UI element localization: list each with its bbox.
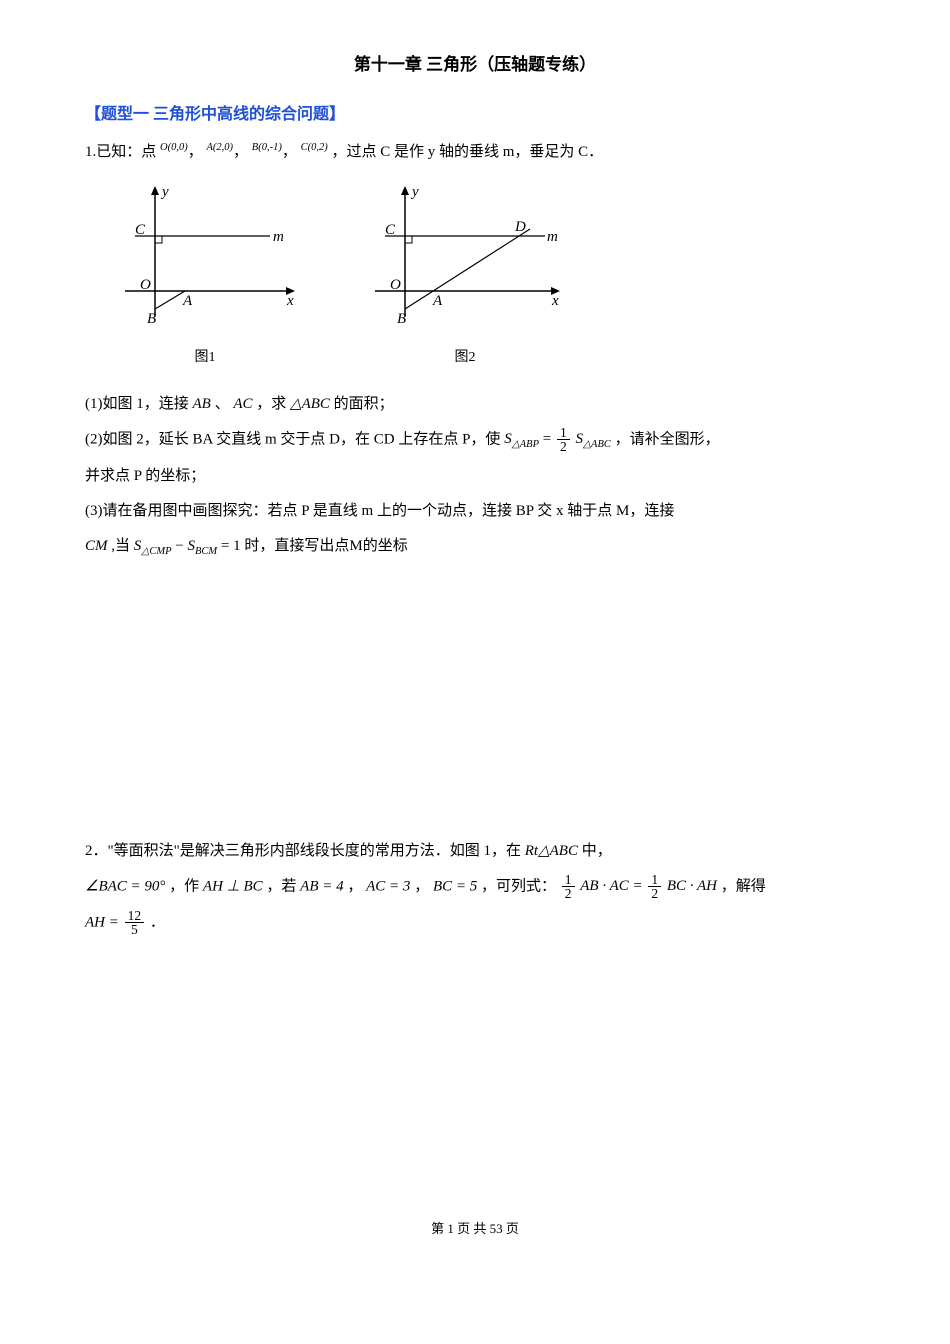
p2-l3n: 12 (125, 909, 145, 924)
svg-text:y: y (160, 184, 169, 200)
p2-ac: AC = 3 (366, 878, 410, 894)
q1-2-subabc: △ABC (583, 439, 611, 450)
svg-text:C: C (385, 222, 396, 238)
p2-c2: ， (414, 878, 429, 894)
p2-d: ，若 (266, 878, 296, 894)
svg-text:A: A (432, 293, 443, 309)
q1-3-S2: S (187, 538, 195, 554)
p2-c1: ， (347, 878, 362, 894)
svg-text:y: y (410, 184, 419, 200)
q1-sub2: (2)如图 2，延长 BA 交直线 m 交于点 D，在 CD 上存在点 P，使 … (85, 426, 865, 455)
svg-text:m: m (273, 229, 284, 245)
svg-text:O: O (390, 277, 401, 293)
svg-text:x: x (551, 293, 559, 309)
problem-2-line1: 2．"等面积法"是解决三角形内部线段长度的常用方法．如图 1，在 Rt△ABC … (85, 838, 865, 865)
page-footer: 第 1 页 共 53 页 (85, 1217, 865, 1240)
figure-2: y C D m O A B x 图2 (355, 181, 575, 370)
p2-ah2: AH = (85, 914, 123, 930)
q1-3-S1sub: △CMP (141, 546, 171, 557)
q1-1-prefix: (1)如图 1，连接 (85, 396, 189, 412)
q1-1-AB: AB (193, 396, 211, 412)
p1-C: C(0,2) (301, 142, 328, 153)
q1-3-S2sub: BCM (195, 546, 217, 557)
p2-l1suf: 中， (582, 843, 612, 859)
q1-3-mid1: ,当 (111, 538, 130, 554)
q1-3-CM: CM (85, 538, 108, 554)
q1-1-tri: △ABC (290, 396, 330, 412)
q1-sub3-line1: (3)请在备用图中画图探究：若点 P 是直线 m 上的一个动点，连接 BP 交 … (85, 498, 865, 525)
p2-bc: BC = 5 (433, 878, 477, 894)
q1-3-tail: 时，直接写出点M的坐标 (244, 538, 407, 554)
spacer (85, 570, 865, 830)
p2-f1n: 1 (562, 873, 575, 888)
figures-row: y C m O A B x 图1 y C D m O A B (105, 181, 865, 370)
svg-text:O: O (140, 277, 151, 293)
p2-f1d: 2 (562, 887, 575, 901)
p2-l3suf: ． (150, 914, 165, 930)
q1-2-Sabp: S (504, 431, 512, 447)
p1-B: B(0,-1) (252, 142, 282, 153)
svg-text:C: C (135, 222, 146, 238)
figure-1-svg: y C m O A B x (105, 181, 305, 331)
figure-2-caption: 图2 (355, 345, 575, 370)
figure-1-caption: 图1 (105, 345, 305, 370)
q1-1-AC: AC (233, 396, 252, 412)
q1-sub3-line2: CM ,当 S△CMP − SBCM = 1 时，直接写出点M的坐标 (85, 533, 865, 562)
p2-l2suf: ，解得 (721, 878, 766, 894)
q1-2-eqmid: = (543, 431, 555, 447)
q1-1-suffix: 的面积； (334, 396, 394, 412)
p2-mid1: AB · AC = (580, 878, 646, 894)
p1-A: A(2,0) (206, 142, 233, 153)
q1-2-fnum: 1 (557, 426, 570, 441)
problem-2-line2: ∠BAC = 90° ，作 AH ⊥ BC ，若 AB = 4 ， AC = 3… (85, 873, 865, 901)
q1-2-Sabc: S (575, 431, 583, 447)
q1-2-fden: 2 (557, 440, 570, 454)
p2-bac: ∠BAC = 90° (85, 878, 165, 894)
p2-rt: Rt△ABC (525, 843, 578, 859)
chapter-title: 第十一章 三角形（压轴题专练） (85, 50, 865, 81)
figure-1: y C m O A B x 图1 (105, 181, 305, 370)
p2-b: ，作 (169, 878, 199, 894)
q1-2-suffix: ，请补全图形， (615, 431, 720, 447)
p1-suffix: ，过点 C 是作 y 轴的垂线 m，垂足为 C． (331, 144, 603, 160)
svg-text:A: A (182, 293, 193, 309)
svg-text:B: B (397, 311, 406, 327)
q1-2-subabp: △ABP (512, 439, 539, 450)
q1-1-mid: ，求 (256, 396, 286, 412)
problem-2-line3: AH = 125 ． (85, 909, 865, 937)
q1-3-eq: = 1 (221, 538, 241, 554)
problem-1-stem: 1.已知：点 O(0,0)， A(2,0)， B(0,-1)， C(0,2) ，… (85, 139, 865, 166)
p2-ab: AB = 4 (300, 878, 343, 894)
p2-ah: AH ⊥ BC (203, 878, 263, 894)
q1-sub2-line2: 并求点 P 的坐标； (85, 463, 865, 490)
p2-mid2: BC · AH (667, 878, 717, 894)
q1-2-prefix: (2)如图 2，延长 BA 交直线 m 交于点 D，在 CD 上存在点 P，使 (85, 431, 500, 447)
q1-3-minus: − (175, 538, 187, 554)
p1-O: O(0,0) (160, 142, 188, 153)
svg-text:x: x (286, 293, 294, 309)
q1-sub1: (1)如图 1，连接 AB 、 AC ，求 △ABC 的面积； (85, 391, 865, 418)
p2-f2n: 1 (648, 873, 661, 888)
p2-f2d: 2 (648, 887, 661, 901)
p2-l3d: 5 (125, 923, 145, 937)
svg-text:D: D (514, 219, 526, 235)
q1-1-sep: 、 (215, 396, 230, 412)
figure-2-svg: y C D m O A B x (355, 181, 575, 331)
p2-h: ，可列式： (481, 878, 556, 894)
section-header-1: 【题型一 三角形中高线的综合问题】 (85, 101, 865, 130)
p1-prefix: 1.已知：点 (85, 144, 156, 160)
svg-text:B: B (147, 311, 156, 327)
svg-text:m: m (547, 229, 558, 245)
p2-prefix: 2．"等面积法"是解决三角形内部线段长度的常用方法．如图 1，在 (85, 843, 521, 859)
